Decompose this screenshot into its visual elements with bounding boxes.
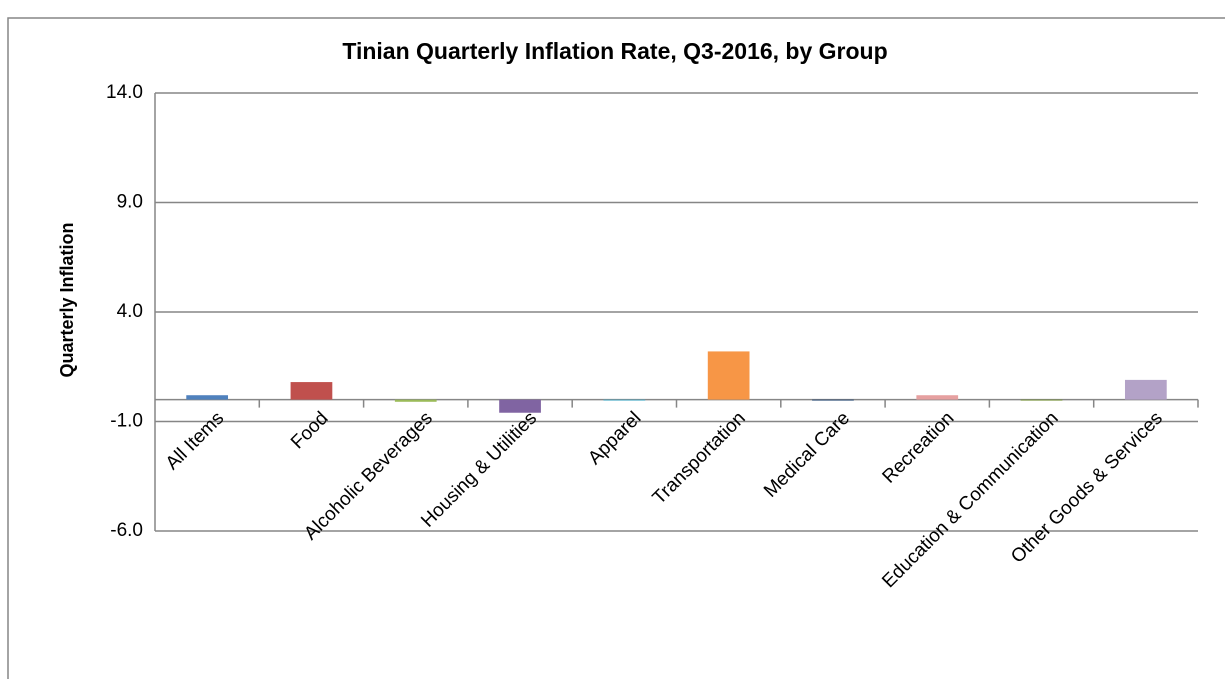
bar [1124,379,1167,400]
bar [1020,399,1063,401]
bar [499,399,541,413]
bar [290,382,333,400]
bar [394,399,437,402]
y-axis-label: Quarterly Inflation [57,222,77,377]
bar [812,399,854,401]
y-tick-label: 9.0 [117,192,143,213]
bar [707,351,750,400]
bar [603,399,646,401]
chart-frame [7,17,1225,679]
y-tick-label: 4.0 [117,301,143,322]
y-tick-label: -1.0 [110,411,143,432]
y-tick-label: 14.0 [106,82,143,103]
y-tick-label: -6.0 [110,520,143,541]
bar [916,395,959,400]
bar [186,395,229,400]
chart-title: Tinian Quarterly Inflation Rate, Q3-2016… [342,38,887,64]
